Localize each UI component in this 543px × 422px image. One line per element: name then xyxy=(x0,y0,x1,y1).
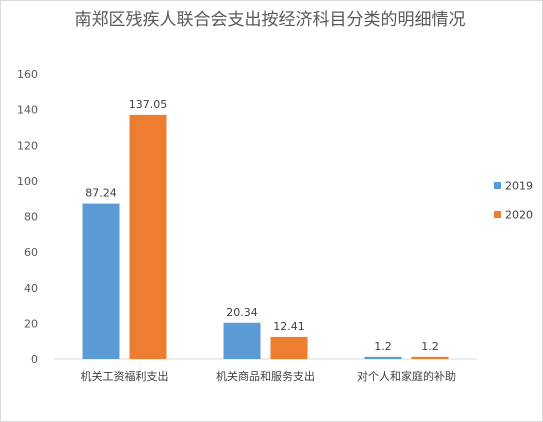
legend-label-2020: 2020 xyxy=(505,209,533,222)
data-label: 20.34 xyxy=(226,306,258,319)
legend-swatch-2020 xyxy=(494,211,501,218)
chart-title: 南郑区残疾人联合会支出按经济科目分类的明细情况 xyxy=(74,10,466,30)
bars xyxy=(82,114,449,359)
x-category-label: 机关工资福利支出 xyxy=(81,369,169,383)
legend: 2019 2020 xyxy=(494,180,533,222)
y-tick-label: 100 xyxy=(17,175,38,188)
x-category-label: 机关商品和服务支出 xyxy=(216,369,315,383)
legend-swatch-2019 xyxy=(494,182,501,189)
legend-label-2019: 2019 xyxy=(505,180,533,193)
data-label: 1.2 xyxy=(421,340,439,353)
y-tick-label: 140 xyxy=(17,104,38,117)
bar-2020-2 xyxy=(270,336,308,359)
bar-2019-3 xyxy=(364,356,402,359)
y-tick-label: 0 xyxy=(31,353,38,366)
data-label: 137.05 xyxy=(129,98,168,111)
data-label: 1.2 xyxy=(374,340,392,353)
y-tick-label: 20 xyxy=(24,317,38,330)
y-tick-label: 80 xyxy=(24,211,38,224)
y-axis: 0 20 40 60 80 100 120 140 160 xyxy=(17,68,477,366)
y-tick-label: 160 xyxy=(17,68,38,81)
data-label: 12.41 xyxy=(273,320,305,333)
x-category-label: 对个人和家庭的补助 xyxy=(357,369,456,383)
x-axis-categories: 机关工资福利支出 机关商品和服务支出 对个人和家庭的补助 xyxy=(81,369,457,383)
bar-2020-3 xyxy=(411,356,449,359)
bar-2020-1 xyxy=(129,114,167,359)
data-labels: 87.24 137.05 20.34 12.41 1.2 1.2 xyxy=(85,98,439,353)
y-tick-label: 40 xyxy=(24,282,38,295)
data-label: 87.24 xyxy=(85,187,117,200)
y-tick-label: 60 xyxy=(24,246,38,259)
bar-2019-2 xyxy=(223,322,261,359)
bar-2019-1 xyxy=(82,203,120,359)
y-tick-label: 120 xyxy=(17,139,38,152)
